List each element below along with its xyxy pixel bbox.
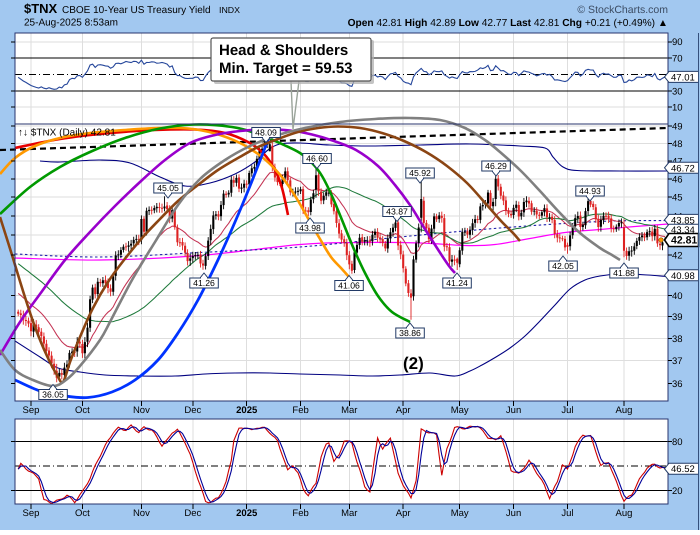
svg-text:46.29: 46.29 [485,161,507,171]
svg-text:Oct: Oct [75,508,90,519]
svg-text:80: 80 [672,437,683,448]
svg-text:46: 46 [672,174,683,185]
svg-text:Dec: Dec [184,508,201,519]
svg-text:Apr: Apr [396,405,411,416]
svg-text:2025: 2025 [236,405,258,416]
svg-text:45: 45 [672,193,683,204]
svg-text:37: 37 [672,356,683,367]
svg-text:Oct: Oct [75,405,90,416]
svg-text:38.86: 38.86 [399,328,421,338]
svg-text:49: 49 [672,122,683,133]
svg-text:CBOE 10-Year US Treasury Yield: CBOE 10-Year US Treasury Yield [62,5,211,16]
svg-text:46.72: 46.72 [671,163,695,174]
svg-text:Jun: Jun [506,508,521,519]
svg-text:40: 40 [672,291,683,302]
svg-text:Mar: Mar [341,508,357,519]
svg-text:Head & Shoulders: Head & Shoulders [219,42,348,59]
svg-text:Jul: Jul [561,508,573,519]
svg-text:42.05: 42.05 [552,261,574,271]
svg-text:44.93: 44.93 [579,186,601,196]
svg-text:48.09: 48.09 [255,128,277,138]
svg-text:36: 36 [672,379,683,390]
svg-text:41.88: 41.88 [613,268,635,278]
svg-text:30: 30 [672,86,683,97]
svg-text:INDX: INDX [219,5,240,15]
svg-text:43.34: 43.34 [671,225,695,236]
svg-text:43.85: 43.85 [671,215,695,226]
svg-text:Sep: Sep [23,405,40,416]
svg-text:(2): (2) [403,354,424,373]
svg-text:Jul: Jul [561,405,573,416]
svg-text:43.87: 43.87 [386,207,408,217]
svg-text:45.92: 45.92 [409,168,431,178]
svg-text:39: 39 [672,312,683,323]
svg-text:$TNX: $TNX [24,1,58,16]
svg-text:43.98: 43.98 [299,223,321,233]
svg-text:46.60: 46.60 [306,154,328,164]
svg-text:Dec: Dec [184,405,201,416]
svg-text:41.26: 41.26 [193,278,215,288]
svg-text:Mar: Mar [341,405,357,416]
svg-text:Aug: Aug [616,405,633,416]
svg-text:38: 38 [672,334,683,345]
svg-text:90: 90 [672,37,683,48]
svg-text:May: May [451,405,469,416]
svg-text:2025: 2025 [236,508,258,519]
svg-text:Min. Target = 59.53: Min. Target = 59.53 [219,60,353,77]
svg-text:Nov: Nov [133,508,150,519]
svg-text:Open 42.81 High 42.89 Low 42.7: Open 42.81 High 42.89 Low 42.77 Last 42.… [348,18,668,29]
svg-text:Aug: Aug [616,508,633,519]
svg-text:Feb: Feb [292,508,308,519]
svg-text:Jun: Jun [506,405,521,416]
svg-text:48: 48 [672,139,683,150]
svg-text:41.06: 41.06 [338,281,360,291]
svg-text:25-Aug-2025 8:53am: 25-Aug-2025 8:53am [24,18,118,29]
svg-text:40.98: 40.98 [671,271,695,282]
svg-text:36.05: 36.05 [42,390,64,400]
svg-text:May: May [451,508,469,519]
svg-text:47.01: 47.01 [671,72,695,83]
svg-text:10: 10 [672,103,683,114]
svg-text:46.52: 46.52 [671,464,695,475]
svg-text:↑↓ $TNX (Daily) 42.81: ↑↓ $TNX (Daily) 42.81 [18,128,116,139]
svg-text:42.81: 42.81 [671,235,697,247]
svg-text:Apr: Apr [396,508,411,519]
svg-text:41.24: 41.24 [446,278,468,288]
svg-text:Feb: Feb [292,405,308,416]
svg-text:42: 42 [672,250,683,261]
svg-text:20: 20 [672,486,683,497]
svg-text:© StockCharts.com: © StockCharts.com [577,4,668,16]
svg-text:Nov: Nov [133,405,150,416]
svg-text:Sep: Sep [23,508,40,519]
svg-text:70: 70 [672,54,683,65]
svg-text:45.05: 45.05 [157,183,179,193]
